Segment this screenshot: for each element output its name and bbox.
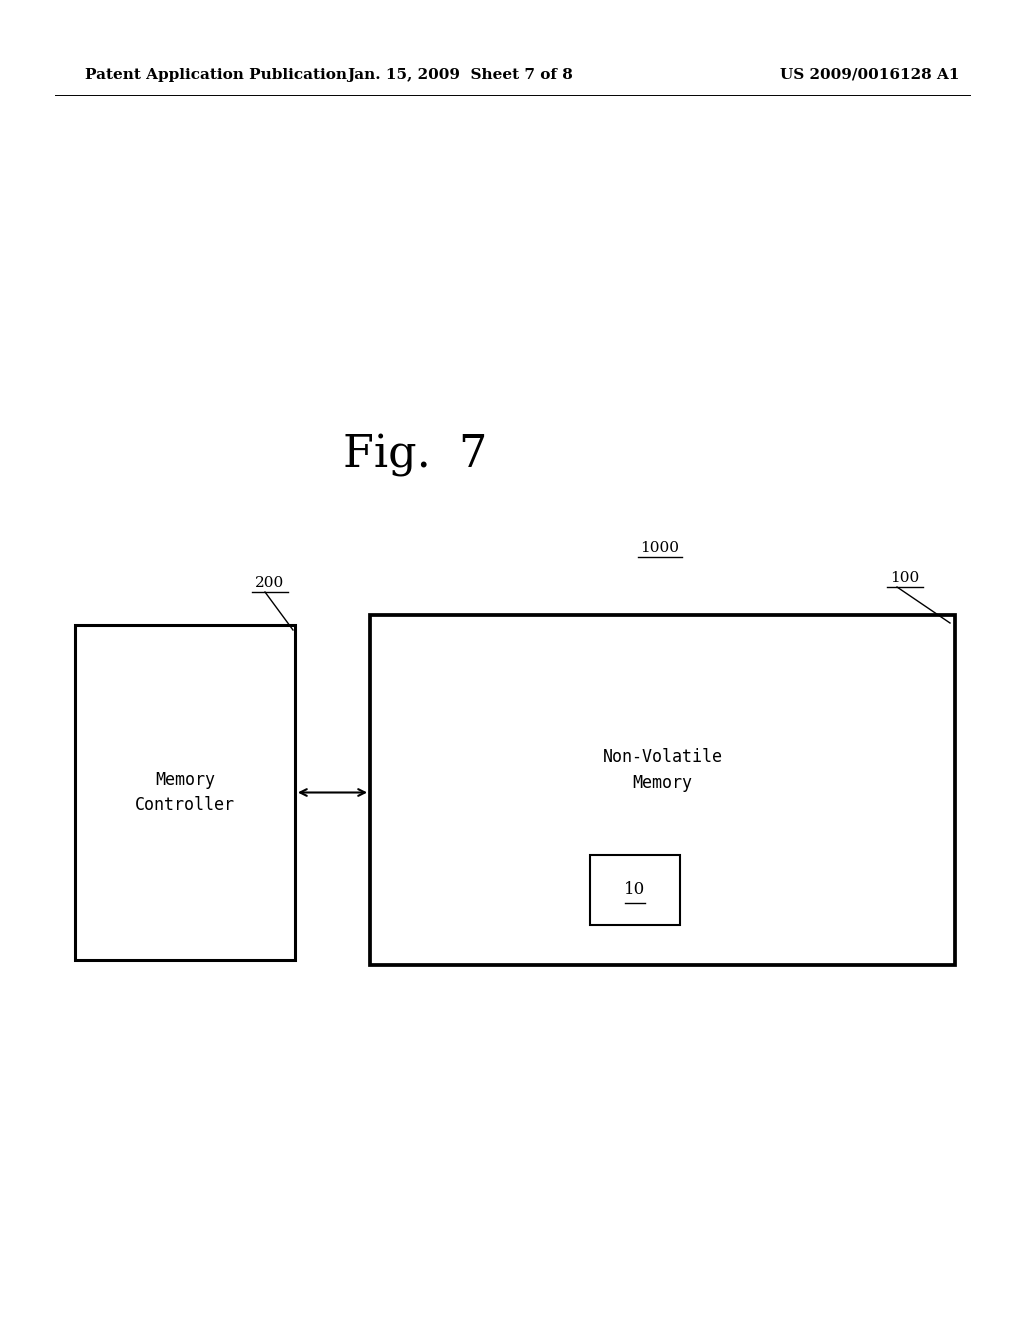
Text: 10: 10 bbox=[625, 882, 645, 899]
Text: US 2009/0016128 A1: US 2009/0016128 A1 bbox=[780, 69, 961, 82]
Text: Patent Application Publication: Patent Application Publication bbox=[85, 69, 347, 82]
Bar bbox=[370, 615, 955, 965]
Text: 200: 200 bbox=[255, 576, 285, 590]
Bar bbox=[75, 624, 295, 960]
Text: Jan. 15, 2009  Sheet 7 of 8: Jan. 15, 2009 Sheet 7 of 8 bbox=[347, 69, 573, 82]
Text: 100: 100 bbox=[891, 572, 920, 585]
Bar bbox=[590, 855, 680, 925]
Text: Non-Volatile
Memory: Non-Volatile Memory bbox=[602, 748, 723, 792]
Text: Fig.  7: Fig. 7 bbox=[343, 433, 487, 477]
Text: Memory
Controller: Memory Controller bbox=[135, 771, 234, 814]
Text: 1000: 1000 bbox=[640, 541, 680, 554]
